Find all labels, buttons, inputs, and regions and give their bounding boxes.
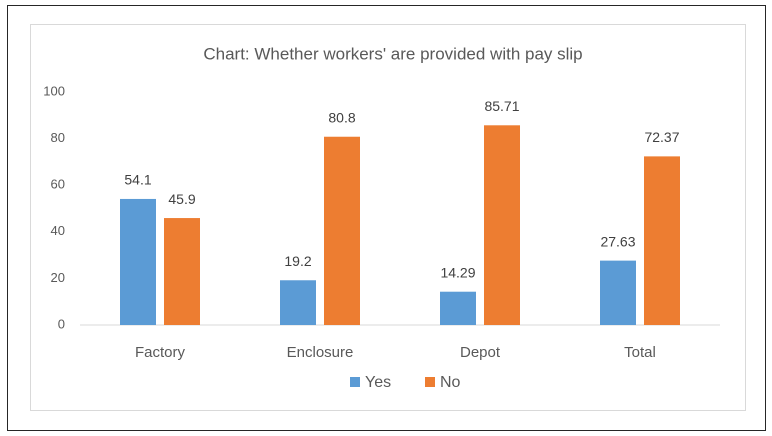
legend-label: No [440,374,461,391]
data-label: 14.29 [440,264,475,280]
chart-title: Chart: Whether workers' are provided wit… [203,44,582,63]
bar [120,198,156,325]
y-tick-label: 60 [51,177,65,192]
data-label: 80.8 [328,109,355,125]
bar [440,291,476,325]
y-tick-label: 100 [43,83,65,98]
legend-swatch [425,377,435,387]
data-label: 85.71 [484,98,519,114]
legend-swatch [350,377,360,387]
data-label: 27.63 [600,233,635,249]
data-label: 19.2 [284,253,311,269]
data-label: 72.37 [644,129,679,145]
bar [324,136,360,325]
x-tick-label: Enclosure [287,344,354,361]
bar [484,125,520,325]
legend-label: Yes [365,374,391,391]
y-tick-label: 0 [58,316,65,331]
y-tick-label: 20 [51,270,65,285]
bar [280,280,316,325]
bar [644,156,680,325]
x-tick-label: Factory [135,344,186,361]
x-tick-label: Depot [460,344,501,361]
data-label: 54.1 [124,172,151,188]
y-tick-label: 40 [51,223,65,238]
data-label: 45.9 [168,191,195,207]
x-tick-label: Total [624,344,656,361]
bar [164,218,200,325]
y-tick-label: 80 [51,130,65,145]
bar [600,260,636,325]
